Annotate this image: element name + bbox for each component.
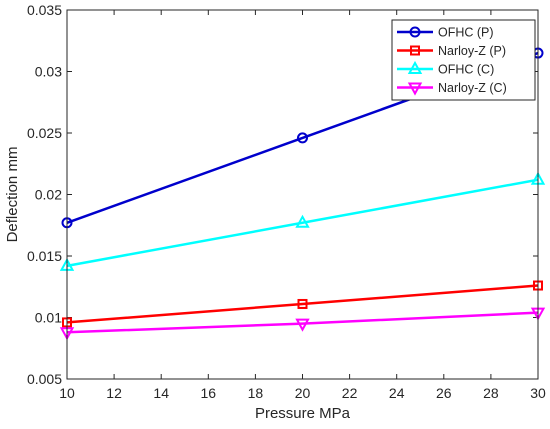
legend-label-ofhc-p: OFHC (P)	[438, 26, 494, 40]
data-point-narloy-z-p	[297, 298, 308, 309]
x-tick-label: 10	[59, 385, 75, 401]
legend-marker-narloy-z-p	[410, 45, 420, 56]
y-tick-label: 0.005	[27, 371, 62, 387]
legend-marker-ofhc-c	[407, 60, 423, 74]
y-tick-label: 0.035	[27, 2, 62, 18]
x-tick-label: 14	[153, 385, 169, 401]
series-line-ofhc-c	[66, 178, 539, 268]
y-axis-label: Deflection mm	[4, 147, 21, 243]
legend-label-narloy-z-p: Narloy-Z (P)	[438, 44, 506, 58]
x-axis-label: Pressure MPa	[255, 405, 351, 422]
x-tick-label: 30	[530, 385, 546, 401]
x-tick-label: 28	[483, 385, 499, 401]
y-tick-label: 0.015	[27, 248, 62, 264]
data-point-ofhc-c	[295, 214, 310, 228]
x-tick-label: 16	[201, 385, 217, 401]
x-tick-label: 24	[389, 385, 405, 401]
x-tick-label: 22	[342, 385, 358, 401]
legend-marker-ofhc-p	[409, 26, 421, 38]
series-line-narloy-z-p	[66, 284, 539, 324]
x-tick-label: 20	[295, 385, 311, 401]
plot-frame	[66, 9, 539, 380]
x-axis-ticks: 10 12 14 16 18 20 22 24 26 28 30	[59, 10, 546, 401]
legend-label-ofhc-c: OFHC (C)	[438, 63, 494, 77]
y-tick-label: 0.02	[35, 187, 62, 203]
data-point-ofhc-p	[297, 132, 308, 144]
x-tick-label: 18	[248, 385, 264, 401]
legend-marker-narloy-z-c	[407, 82, 423, 96]
y-tick-label: 0.025	[27, 125, 62, 141]
x-tick-label: 12	[106, 385, 122, 401]
legend-label-narloy-z-c: Narloy-Z (C)	[438, 81, 507, 95]
y-tick-label: 0.01	[35, 310, 62, 326]
x-tick-label: 26	[436, 385, 452, 401]
series-line-narloy-z-c	[66, 311, 539, 334]
data-point-narloy-z-c	[295, 318, 310, 332]
legend: OFHC (P) Narloy-Z (P) OFHC (C) Narloy-Z (C)	[391, 19, 536, 101]
y-tick-label: 0.03	[35, 64, 62, 80]
